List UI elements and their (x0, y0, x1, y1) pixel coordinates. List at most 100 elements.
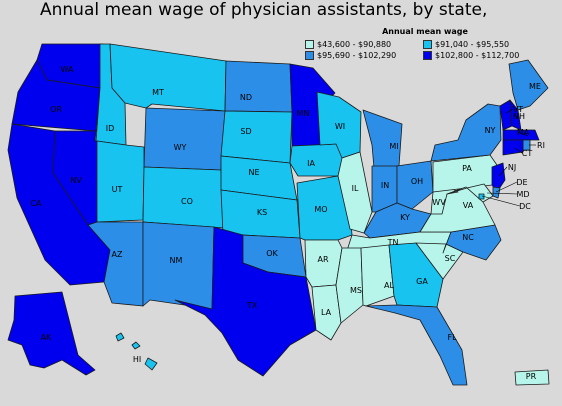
leader-line-ct (514, 147, 523, 154)
state-label-md: MD (516, 190, 529, 199)
state-label-la: LA (321, 308, 332, 317)
state-label-ca: CA (30, 199, 42, 208)
labels-layer: WA OR CA NV ID MT WY UT CO AZ NM ND SD NE KS OK TX MN IA MO… (30, 65, 544, 381)
state-mi[interactable] (362, 109, 403, 169)
map-title: Annual mean wage of physician assistants… (40, 0, 488, 20)
state-ak[interactable] (7, 291, 96, 376)
state-label-nv: NV (70, 176, 82, 185)
state-label-co: CO (181, 197, 193, 206)
state-label-wv: WV (432, 198, 446, 207)
legend-label-2: $95,690 - $102,290 (317, 51, 397, 60)
state-ct[interactable] (502, 139, 524, 156)
legend-swatch-1 (423, 40, 432, 49)
state-label-al: AL (384, 281, 394, 290)
state-nd[interactable] (224, 60, 293, 113)
state-label-pa: PA (462, 164, 472, 173)
state-label-mn: MN (297, 109, 310, 118)
leader-line-ma (517, 131, 529, 137)
state-label-nm: NM (170, 256, 183, 265)
state-nj[interactable] (491, 162, 506, 193)
state-label-oh: OH (411, 177, 423, 186)
legend-label-1: $91,040 - $95,550 (435, 40, 510, 49)
state-label-nh: NH (513, 112, 525, 121)
state-label-mi: MI (389, 142, 398, 151)
state-label-mo: MO (314, 205, 327, 214)
state-label-pr: PR (526, 372, 537, 381)
state-label-hi: HI (133, 355, 141, 364)
state-label-va: VA (463, 201, 474, 210)
state-label-wi: WI (335, 122, 345, 131)
state-label-ok: OK (266, 249, 278, 258)
state-label-or: OR (50, 105, 62, 114)
state-nm[interactable] (142, 221, 215, 310)
state-wy[interactable] (143, 107, 226, 171)
legend: Annual mean wage $43,600 - $90,880 $91,0… (305, 27, 545, 60)
leader-line-dc (481, 195, 521, 207)
state-label-me: ME (529, 82, 541, 91)
leader-line-nj (498, 166, 508, 177)
state-label-de: DE (516, 178, 527, 187)
state-label-ut: UT (112, 185, 123, 194)
state-label-ny: NY (485, 126, 496, 135)
state-label-ct: CT (522, 149, 533, 158)
state-label-wa: WA (61, 65, 74, 74)
state-label-ia: IA (307, 159, 315, 168)
state-la[interactable] (311, 284, 342, 341)
state-ny[interactable] (430, 103, 502, 162)
state-label-id: ID (106, 124, 115, 133)
leader-line-de (495, 181, 518, 193)
state-sd[interactable] (220, 110, 293, 164)
state-de[interactable] (492, 186, 501, 199)
state-label-vt: VT (513, 105, 523, 114)
state-label-nj: NJ (508, 163, 516, 172)
state-label-nd: ND (240, 93, 252, 102)
legend-swatch-2 (305, 51, 314, 60)
states-layer (7, 43, 550, 386)
legend-swatch-3 (423, 51, 432, 60)
state-label-dc: DC (519, 202, 531, 211)
legend-label-3: $102,800 - $112,700 (435, 51, 520, 60)
leader-line-md (486, 192, 519, 195)
state-label-in: IN (381, 181, 389, 190)
state-label-ky: KY (400, 213, 410, 222)
state-fl[interactable] (365, 304, 468, 386)
leader-line-vt (505, 108, 514, 114)
state-label-sc: SC (445, 254, 456, 263)
legend-item-tier-3: $102,800 - $112,700 (423, 51, 541, 60)
state-tx[interactable] (174, 226, 317, 377)
state-me[interactable] (508, 59, 549, 111)
leader-line-nh (513, 115, 516, 118)
state-label-ar: AR (317, 255, 328, 264)
state-label-sd: SD (240, 127, 251, 136)
state-label-mt: MT (152, 88, 164, 97)
state-ut[interactable] (96, 140, 145, 223)
state-label-tx: TX (246, 301, 258, 310)
state-label-ak: AK (41, 333, 52, 342)
state-label-nc: NC (462, 233, 474, 242)
legend-title: Annual mean wage (382, 27, 468, 36)
state-label-il: IL (352, 184, 359, 193)
state-label-ma: MA (517, 128, 530, 137)
legend-item-tier-0: $43,600 - $90,880 (305, 40, 423, 49)
state-al[interactable] (360, 244, 395, 307)
legend-item-tier-1: $91,040 - $95,550 (423, 40, 541, 49)
state-label-ga: GA (416, 277, 428, 286)
state-pr[interactable] (514, 369, 550, 386)
state-label-az: AZ (112, 250, 123, 259)
state-ia[interactable] (289, 143, 345, 177)
legend-swatch-0 (305, 40, 314, 49)
legend-item-tier-2: $95,690 - $102,290 (305, 51, 423, 60)
state-label-ks: KS (257, 208, 267, 217)
state-hi[interactable] (115, 332, 158, 371)
state-label-ri: RI (537, 141, 545, 150)
state-label-wy: WY (174, 143, 187, 152)
state-label-fl: FL (447, 333, 457, 342)
state-label-tn: TN (387, 238, 399, 247)
state-label-ne: NE (248, 168, 259, 177)
state-dc[interactable] (478, 193, 485, 200)
legend-label-0: $43,600 - $90,880 (317, 40, 392, 49)
state-oh[interactable] (396, 160, 434, 210)
state-mt[interactable] (109, 43, 227, 112)
state-pa[interactable] (432, 154, 500, 193)
